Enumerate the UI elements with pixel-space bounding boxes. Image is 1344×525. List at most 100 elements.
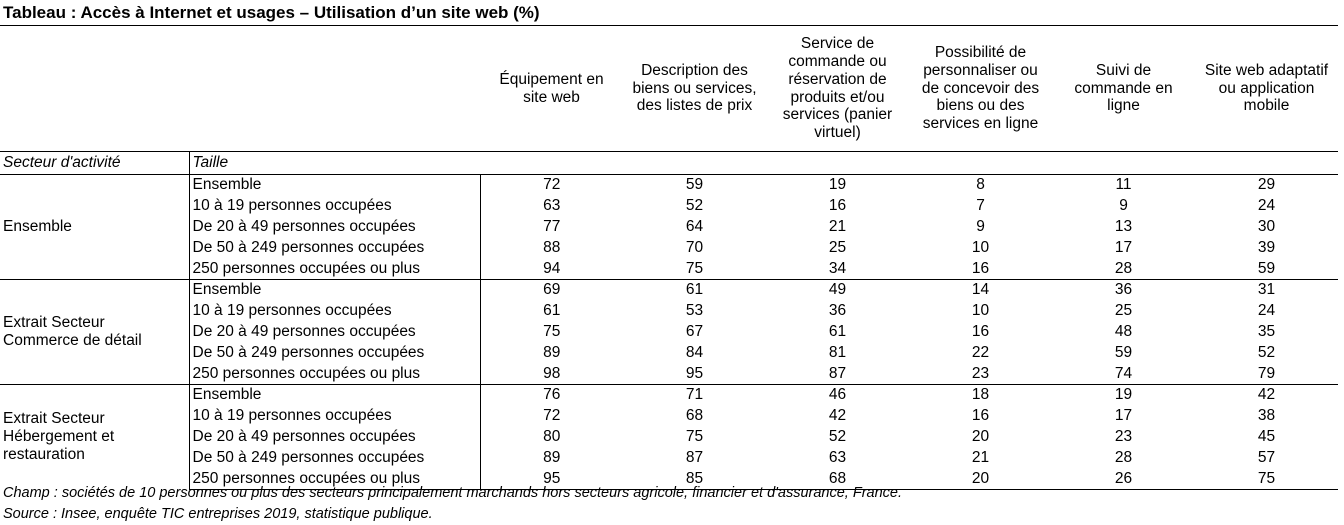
table-row: De 20 à 49 personnes occupées 77 64 21 9 13 30	[0, 216, 1338, 238]
column-header: Possibilité de personnaliser ou de concevo…	[909, 25, 1052, 152]
size-cell: 10 à 19 personnes occupées	[188, 300, 481, 322]
value-cell: 52	[1257, 343, 1276, 361]
value-cell: 9	[976, 218, 985, 236]
value-cell: 34	[828, 259, 847, 277]
value-cell: 21	[828, 218, 847, 236]
value-cell: 68	[685, 407, 704, 425]
table-row: Extrait Secteur Commerce de détail Ensembl…	[0, 278, 1338, 385]
value-cell: 88	[543, 238, 561, 256]
table-row: De 20 à 49 personnes occupées 75 67 61 16 48 3…	[0, 321, 1338, 343]
size-cell: De 50 à 249 personnes occupées	[188, 447, 481, 469]
value-cell: 10	[971, 238, 990, 256]
value-cell: 77	[543, 218, 561, 236]
table-body: Équipement en site web Description des bie…	[0, 25, 1338, 490]
column-header-line: Équipement en	[499, 70, 604, 88]
sector-cell: Extrait Secteur Hébergement et restauratio…	[0, 383, 190, 490]
column-header-line: biens ou des	[936, 97, 1025, 115]
value-cell: 75	[685, 428, 704, 446]
value-cell: 39	[1257, 238, 1276, 256]
sector-label-line: Extrait Secteur	[3, 410, 105, 428]
value-cell: 10	[971, 302, 990, 320]
value-cell: 98	[543, 364, 561, 382]
table-row: De 50 à 249 personnes occupées 89 87 63 21 28…	[0, 447, 1338, 469]
column-header: Équipement en site web	[480, 25, 623, 152]
column-header-line: virtuel)	[814, 124, 861, 142]
sector-label-line: Hébergement et	[3, 428, 115, 446]
value-cell: 49	[766, 278, 909, 301]
value-cell: 45	[1257, 428, 1276, 446]
size-cell: 10 à 19 personnes occupées	[188, 405, 481, 427]
value-cell: 25	[1114, 302, 1133, 320]
value-cell: 84	[685, 343, 704, 361]
table-row: 250 personnes occupées ou plus 98 95 87 23 74…	[0, 363, 1338, 385]
sector-label-line: restauration	[3, 446, 85, 464]
value-cell: 70	[685, 238, 704, 256]
value-cell: 36	[1052, 278, 1195, 301]
column-header-line: des listes de prix	[636, 97, 753, 115]
value-cell: 53	[685, 302, 704, 320]
column-header-line: Description des	[641, 61, 748, 79]
table-row: De 20 à 49 personnes occupées 80 75 52 20 23 4…	[0, 426, 1338, 448]
value-cell: 61	[543, 302, 561, 320]
column-header-line: mobile	[1243, 97, 1290, 115]
footnote-source: Source : Insee, enquête TIC entreprises …	[3, 506, 433, 522]
value-cell: 52	[828, 428, 847, 446]
value-cell: 29	[1195, 173, 1338, 196]
value-cell: 85	[623, 468, 766, 490]
column-header: Suivi de commande en ligne	[1052, 25, 1195, 152]
value-cell: 64	[685, 218, 704, 236]
value-cell: 20	[909, 468, 1052, 490]
value-cell: 67	[685, 323, 704, 341]
value-cell: 68	[766, 468, 909, 490]
value-cell: 89	[543, 343, 561, 361]
value-cell: 21	[971, 448, 990, 466]
column-header-line: biens ou services,	[632, 79, 757, 97]
value-cell: 89	[543, 448, 561, 466]
value-cell: 59	[1114, 343, 1133, 361]
column-header-line: Service de	[800, 35, 875, 53]
sector-cell: Ensemble	[0, 174, 190, 280]
value-cell: 28	[1114, 448, 1133, 466]
value-cell: 18	[909, 383, 1052, 406]
value-cell: 63	[543, 197, 561, 215]
value-cell: 61	[623, 278, 766, 301]
value-cell: 71	[623, 383, 766, 406]
value-cell: 79	[1257, 364, 1276, 382]
value-cell: 16	[971, 407, 990, 425]
column-header-line: Site web adaptatif	[1204, 61, 1329, 79]
value-cell: 57	[1257, 448, 1276, 466]
size-cell: 10 à 19 personnes occupées	[188, 195, 481, 217]
column-header-line: site web	[523, 88, 580, 106]
column-header-line: services en ligne	[922, 115, 1039, 133]
value-cell: 52	[685, 197, 704, 215]
value-cell: 46	[766, 383, 909, 406]
size-cell: 250 personnes occupées ou plus	[188, 363, 481, 385]
value-cell: 14	[909, 278, 1052, 301]
value-cell: 81	[828, 343, 847, 361]
value-cell: 25	[828, 238, 847, 256]
value-cell: 16	[828, 197, 847, 215]
value-cell: 36	[828, 302, 847, 320]
column-header-line: commande en	[1074, 79, 1173, 97]
value-cell: 26	[1052, 468, 1195, 490]
value-cell: 87	[828, 364, 847, 382]
table-row: 10 à 19 personnes occupées 63 52 16 7 9 24	[0, 195, 1338, 217]
value-cell: 31	[1195, 278, 1338, 301]
value-cell: 23	[1114, 428, 1133, 446]
column-header-line: ou application	[1218, 79, 1315, 97]
value-cell: 9	[1119, 197, 1128, 215]
value-cell: 17	[1114, 407, 1133, 425]
table-row: 250 personnes occupées ou plus 94 75 34 16 28…	[0, 258, 1338, 280]
size-cell: De 20 à 49 personnes occupées	[188, 216, 481, 238]
sub-header-row: Secteur d'activité Taille	[0, 151, 1338, 175]
value-cell: 20	[971, 428, 990, 446]
sector-cell: Extrait Secteur Commerce de détail	[0, 278, 190, 385]
value-cell: 59	[623, 173, 766, 196]
value-cell: 95	[480, 468, 623, 490]
value-cell: 16	[971, 323, 990, 341]
table-title: Tableau : Accès à Internet et usages – U…	[3, 3, 540, 22]
size-header: Taille	[188, 151, 480, 175]
column-header-line: produits et/ou	[790, 88, 885, 106]
column-header: Description des biens ou services, des lis…	[623, 25, 766, 152]
